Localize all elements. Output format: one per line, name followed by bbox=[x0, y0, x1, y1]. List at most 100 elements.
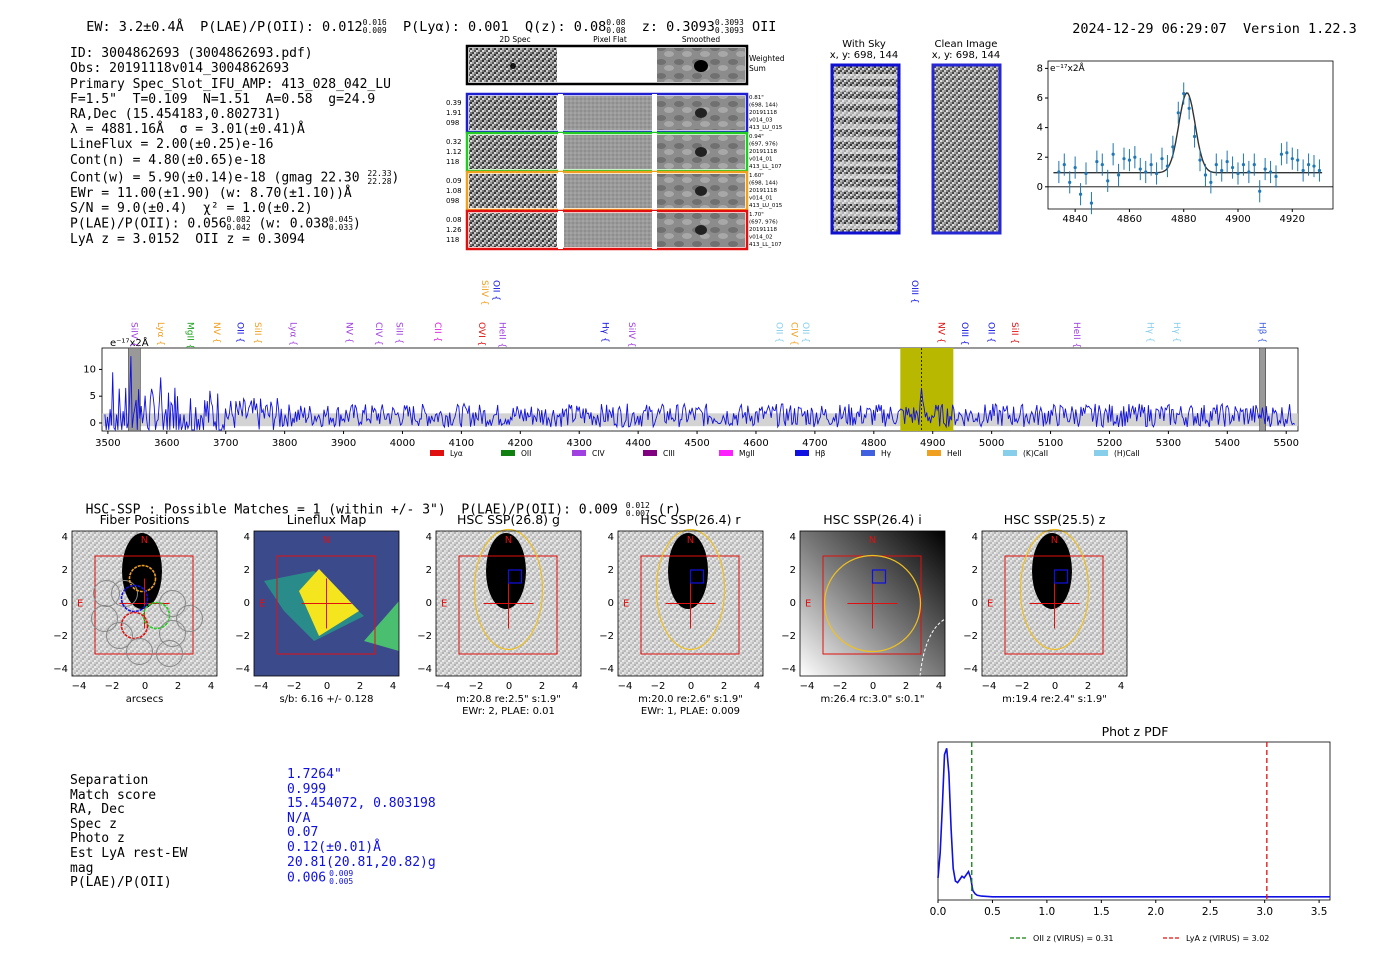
hsc-north-label: N bbox=[869, 535, 876, 546]
header-z-range: 0.3093 0.3093 bbox=[714, 18, 744, 35]
photz-chart: Phot z PDF 0.0 0.5 1.0 1.5 2.0 2.5 3.0 3.5 OII z… bbox=[930, 724, 1331, 943]
svg-text:Sum: Sum bbox=[749, 64, 766, 73]
spectrum-line-label: CIV { bbox=[373, 322, 383, 346]
hsc-caption-2: EWr: 2, PLAE: 0.01 bbox=[462, 706, 555, 717]
match-label: Match score bbox=[70, 787, 157, 803]
clean-image bbox=[931, 63, 1002, 235]
svg-text:Hγ {: Hγ { bbox=[1171, 322, 1181, 343]
spectrum-legend-swatch bbox=[719, 450, 733, 456]
spectrum-xtick: 4300 bbox=[566, 438, 591, 449]
zoom-ylabel: e⁻¹⁷x2Å bbox=[1050, 62, 1086, 74]
spectrum-ytick: 5 bbox=[90, 391, 96, 402]
spectrum-line-label: CII { bbox=[432, 322, 442, 342]
hsc-caption: m:20.8 re:2.5" s:1.9" bbox=[456, 694, 561, 705]
col-pixel-flat: Pixel Flat bbox=[593, 35, 627, 44]
hsc-ytick: −2 bbox=[599, 631, 614, 642]
strip-right-label: 413_LL_107 bbox=[749, 164, 782, 170]
header-plae: P(LAE)/P(OII): 0.012 bbox=[200, 19, 363, 35]
spectrum-line-label: SiIV { bbox=[128, 322, 138, 348]
zoom-point bbox=[1133, 155, 1137, 159]
zoom-ytick: 8 bbox=[1037, 63, 1043, 74]
hsc-ytick: 0 bbox=[972, 598, 978, 609]
hsc-ytick: 4 bbox=[62, 532, 68, 543]
hsc-summary: HSC-SSP : Possible Matches = 1 (within +… bbox=[85, 501, 682, 518]
spectrum-legend-label: CIV bbox=[592, 449, 605, 458]
zoom-point bbox=[1241, 163, 1246, 167]
zoom-point bbox=[1247, 170, 1251, 174]
info-lya: LyA z = 3.0152 OII z = 0.3094 bbox=[70, 232, 305, 248]
fiber-circle bbox=[111, 580, 138, 607]
spectrum-legend-label: Hγ bbox=[881, 449, 892, 458]
spectrum-xtick: 3900 bbox=[331, 438, 356, 449]
hsc-xtick: −4 bbox=[800, 681, 815, 692]
svg-text:SiII {: SiII { bbox=[394, 322, 404, 344]
version: Version 1.22.3 bbox=[1242, 21, 1357, 37]
spectrum-masked-region bbox=[1259, 347, 1266, 432]
hsc-panel-title: HSC SSP(26.4) i bbox=[823, 512, 921, 527]
header-bar: EW: 3.2±0.4Å P(LAE)/P(OII): 0.0120.016 0.… bbox=[70, 3, 776, 36]
hsc-east-label: E bbox=[987, 599, 993, 610]
header-q-range: 0.08 0.08 bbox=[606, 18, 626, 35]
header-z: z: 0.3093 bbox=[641, 19, 715, 35]
fiber-circle bbox=[91, 605, 118, 632]
hsc-caption: m:19.4 re:2.4" s:1.9" bbox=[1002, 694, 1107, 705]
zoom-point bbox=[1220, 168, 1224, 173]
zoom-xtick: 4920 bbox=[1280, 214, 1305, 225]
spectrum-legend-label: HeII bbox=[947, 449, 962, 458]
match-value: 15.454072, 0.803198 bbox=[287, 796, 436, 812]
svg-text:OII {: OII { bbox=[491, 280, 501, 301]
svg-text:HeII {: HeII { bbox=[497, 322, 507, 348]
hsc-xtick: −4 bbox=[72, 681, 87, 692]
hsc-xtick: 0 bbox=[324, 681, 330, 692]
hsc-ytick: 2 bbox=[790, 565, 796, 576]
strip-left-label: 0.32 bbox=[446, 138, 462, 146]
spectrum-xtick: 5200 bbox=[1097, 438, 1122, 449]
zoom-point bbox=[1062, 163, 1066, 167]
spectrum-line-label: OVI { bbox=[476, 322, 486, 346]
spectrum-line-label: Lyα { bbox=[287, 322, 297, 346]
hsc-panel-frame bbox=[253, 530, 400, 677]
hsc-panel-title: HSC SSP(26.8) g bbox=[457, 512, 560, 527]
spectrum-line-label: OIII { bbox=[959, 322, 969, 346]
hsc-panel-frame bbox=[435, 530, 582, 677]
spectrum-ytick: 0 bbox=[90, 418, 96, 429]
with-sky-xy: x, y: 698, 144 bbox=[830, 50, 899, 61]
svg-text:CII {: CII { bbox=[432, 322, 442, 342]
spectrum-legend-label: MgII bbox=[739, 449, 755, 458]
hsc-ytick: 4 bbox=[244, 532, 250, 543]
spectrum-chart: e⁻¹⁷x2Å 3500 3600 3700 3800 3900 4000 4100 4200… bbox=[83, 280, 1299, 458]
zoom-point bbox=[1203, 173, 1208, 177]
zoom-point bbox=[1111, 152, 1115, 156]
strip-left-label: 1.26 bbox=[446, 226, 462, 234]
hsc-xtick: 0 bbox=[688, 681, 694, 692]
hsc-ytick: 0 bbox=[244, 598, 250, 609]
zoom-point bbox=[1078, 192, 1083, 196]
spectrum-line-label: SiIV { bbox=[626, 322, 636, 348]
spectrum-xtick: 4100 bbox=[449, 438, 474, 449]
zoom-point bbox=[1214, 163, 1218, 167]
zoom-point bbox=[1160, 157, 1164, 161]
fiber-circle bbox=[120, 611, 149, 640]
photz-xtick: 3.0 bbox=[1256, 906, 1273, 918]
info-primary: Primary Spec_Slot_IFU_AMP: 413_028_042_L… bbox=[70, 76, 391, 92]
svg-text:OVI {: OVI { bbox=[476, 322, 486, 346]
spectrum-line-label: Hβ { bbox=[1257, 322, 1267, 343]
svg-text:Hβ {: Hβ { bbox=[1257, 322, 1267, 343]
svg-text:Lyα {: Lyα { bbox=[287, 322, 297, 346]
zoom-point bbox=[1176, 111, 1180, 115]
spectrum-line-label: NV { bbox=[936, 322, 946, 343]
svg-text:CIV {: CIV { bbox=[373, 322, 383, 346]
strip-left-label: 118 bbox=[446, 158, 459, 166]
svg-text:SiIV {: SiIV { bbox=[626, 322, 636, 348]
hsc-ytick: 2 bbox=[244, 565, 250, 576]
zoom-point bbox=[1312, 164, 1316, 168]
hsc-panel-frame bbox=[799, 530, 946, 677]
hsc-north-label: N bbox=[505, 535, 512, 546]
spectrum-line-label: SiII { bbox=[394, 322, 404, 344]
zoom-point bbox=[1100, 163, 1104, 167]
spectrum-legend-swatch bbox=[795, 450, 809, 456]
zoom-point bbox=[1127, 158, 1132, 162]
photz-xtick: 0.5 bbox=[984, 906, 1001, 918]
strip-right-label: 413_LL_107 bbox=[749, 242, 782, 248]
hsc-panel: Fiber Positions N E −4 −4 −2 −2 0 0 2 2 4 4 arcsecs bbox=[53, 512, 218, 705]
